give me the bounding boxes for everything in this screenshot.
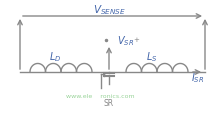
Text: $V_{SENSE}$: $V_{SENSE}$ [93,3,125,17]
Text: $L_S$: $L_S$ [146,50,158,64]
Text: +: + [133,37,139,43]
Text: $V_{SR}$: $V_{SR}$ [118,34,135,48]
Text: www.ele    ronics.com: www.ele ronics.com [66,93,134,98]
Text: $L_D$: $L_D$ [49,50,61,64]
Text: $I_{SR}$: $I_{SR}$ [191,71,205,85]
Text: SR: SR [104,99,114,108]
